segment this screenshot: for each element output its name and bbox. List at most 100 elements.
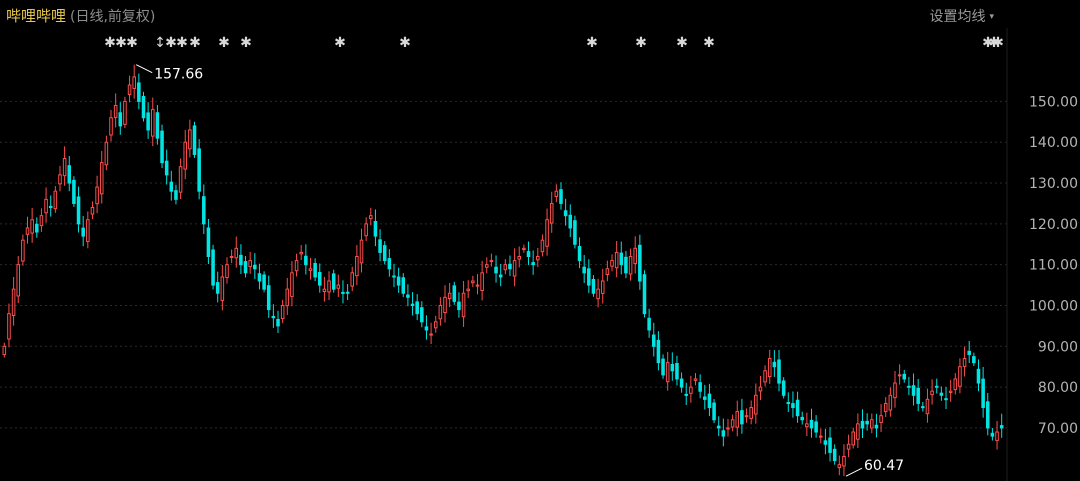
candle-body <box>953 378 958 391</box>
candle-body <box>638 244 642 282</box>
candle-body <box>517 256 522 260</box>
candle-body <box>382 245 387 262</box>
high-pointer <box>135 64 153 74</box>
candle-body <box>443 296 447 314</box>
candle-body <box>916 387 920 404</box>
candle-body <box>11 288 16 317</box>
event-marker[interactable]: ✱ <box>115 35 127 51</box>
candle-body <box>628 256 633 275</box>
candle-body <box>345 291 350 294</box>
candle-body <box>192 125 197 155</box>
candle-body <box>893 382 897 399</box>
candle-body <box>651 334 656 347</box>
candle-body <box>879 415 883 423</box>
event-marker[interactable]: ✱ <box>240 35 252 51</box>
event-marker[interactable]: ✱ <box>218 35 230 51</box>
candle-body <box>981 378 985 409</box>
candle-body <box>248 260 252 268</box>
ma-settings-label: 设置均线 <box>929 9 986 25</box>
candle-body <box>763 370 767 383</box>
candle-body <box>369 215 373 220</box>
candle-body <box>81 227 85 237</box>
event-marker[interactable]: ✱ <box>165 35 177 51</box>
candle-body <box>851 431 856 446</box>
candle-body <box>818 435 823 438</box>
candle-body <box>373 220 378 237</box>
candle-body <box>294 260 299 272</box>
event-marker[interactable]: ✱ <box>399 35 411 51</box>
candle-body <box>211 249 215 286</box>
candle-body <box>948 390 953 393</box>
event-marker[interactable]: ✱ <box>126 35 138 51</box>
candle-body <box>730 419 735 428</box>
candle-body <box>433 321 438 329</box>
event-marker[interactable]: ✱ <box>703 35 715 51</box>
candle-body <box>438 304 443 320</box>
candle-body <box>689 386 693 394</box>
candle-body <box>150 109 155 137</box>
candle-body <box>178 166 183 193</box>
candle-body <box>508 263 512 270</box>
candle-body <box>925 398 930 415</box>
candle-body <box>304 255 308 266</box>
candle-body <box>990 432 995 437</box>
candle-body <box>86 219 90 242</box>
candle-body <box>429 333 433 336</box>
candle-body <box>58 174 62 185</box>
event-marker[interactable]: ✱ <box>982 35 994 51</box>
candle-body <box>577 246 582 262</box>
candle-body <box>494 266 498 274</box>
candle-body <box>874 424 879 429</box>
candle-body <box>35 223 39 233</box>
candle-body <box>336 284 341 289</box>
candle-body <box>99 162 104 195</box>
candle-body <box>958 366 962 387</box>
ma-settings-button[interactable]: 设置均线 ▾ <box>929 6 994 26</box>
event-marker[interactable]: ✱ <box>635 35 647 51</box>
event-marker[interactable]: ✱ <box>104 35 116 51</box>
candle-body <box>624 256 628 274</box>
candle-body <box>999 425 1004 429</box>
candle-body <box>489 260 494 263</box>
candle-body <box>188 129 192 150</box>
candle-body <box>225 264 229 279</box>
event-marker[interactable]: ✱ <box>586 35 598 51</box>
candle-body <box>846 443 851 450</box>
candle-body <box>257 273 262 282</box>
candle-body <box>137 82 141 102</box>
candle-body <box>280 304 285 320</box>
candle-body <box>573 220 577 245</box>
candle-body <box>749 407 753 419</box>
event-marker[interactable]: ✱ <box>334 35 346 51</box>
candle-body <box>174 190 178 200</box>
event-marker[interactable]: ↕ <box>154 35 166 51</box>
candle-body <box>109 117 113 136</box>
candle-body <box>665 362 670 383</box>
candle-body <box>563 210 568 217</box>
candle-body <box>767 358 772 378</box>
candle-body <box>39 215 44 227</box>
candle-body <box>160 130 164 164</box>
candle-body <box>415 301 419 315</box>
candle-body <box>146 112 150 131</box>
candle-body <box>215 282 220 294</box>
candle-body <box>805 423 809 428</box>
event-marker[interactable]: ✱ <box>988 35 1000 51</box>
candle-body <box>842 456 846 467</box>
candle-body <box>587 268 591 286</box>
candle-body <box>754 394 758 415</box>
candle-body <box>716 425 721 429</box>
y-tick-label: 110.00 <box>1029 258 1078 274</box>
event-marker[interactable]: ✱ <box>189 35 201 51</box>
candle-body <box>118 112 123 127</box>
candle-body <box>698 382 702 392</box>
candle-body <box>758 386 763 392</box>
high-price-label: 157.66 <box>154 67 203 83</box>
event-marker[interactable]: ✱ <box>176 35 188 51</box>
event-marker[interactable]: ✱ <box>676 35 688 51</box>
y-tick-label: 80.00 <box>1038 380 1078 396</box>
candle-body <box>647 317 651 331</box>
chart-subtitle: (日线,前复权) <box>70 9 156 25</box>
event-marker[interactable]: ✱ <box>992 35 1004 51</box>
candle-body <box>67 165 72 184</box>
